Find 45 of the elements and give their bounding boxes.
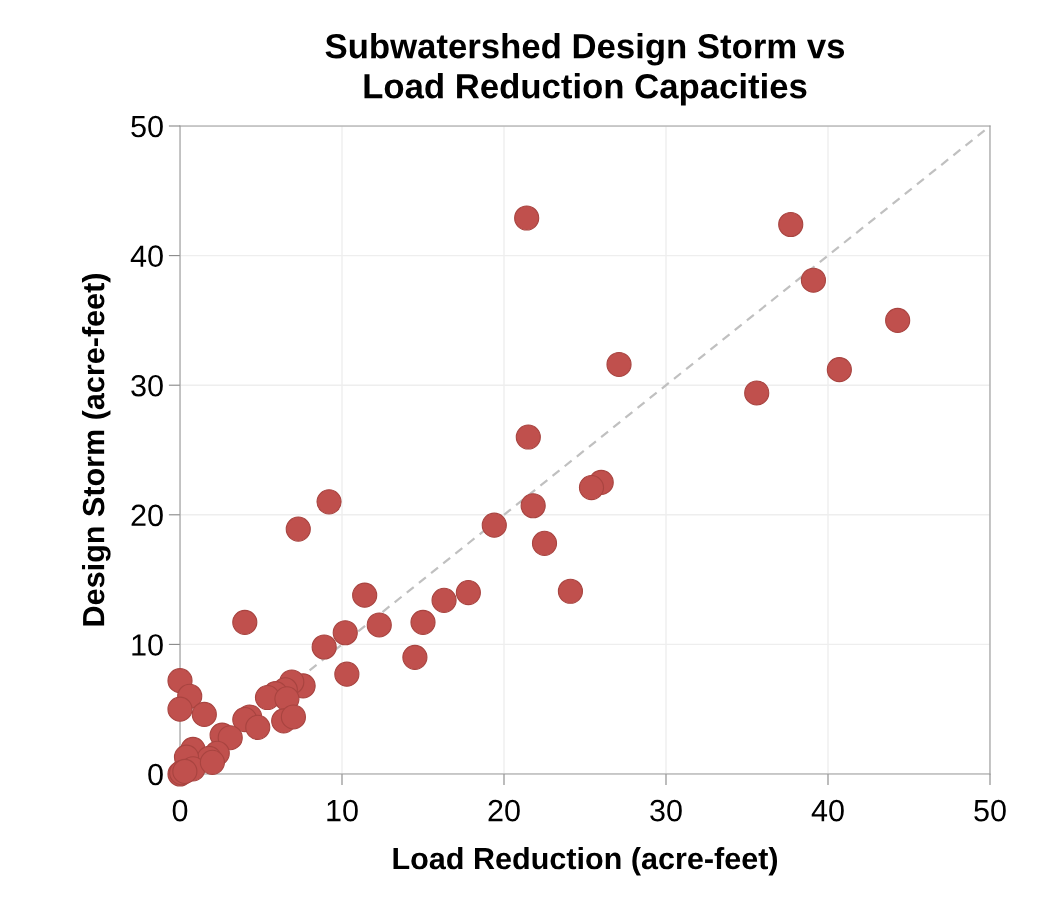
point xyxy=(332,620,358,646)
point xyxy=(744,380,770,406)
x-tick-label: 10 xyxy=(327,799,358,822)
point xyxy=(481,512,507,538)
point xyxy=(232,609,258,635)
point xyxy=(800,267,827,293)
point xyxy=(557,578,584,604)
y-tick-label: 50 xyxy=(131,115,163,138)
y-tick-label: 40 xyxy=(130,245,163,267)
point xyxy=(167,696,193,722)
point xyxy=(311,634,337,660)
point xyxy=(520,493,546,519)
point xyxy=(191,701,217,727)
y-axis-title: Design Storm (acre-feet) xyxy=(81,274,111,626)
point xyxy=(217,725,243,751)
x-tick-label: 30 xyxy=(650,799,682,822)
point xyxy=(352,582,378,608)
point xyxy=(778,211,804,238)
point xyxy=(334,661,360,687)
point xyxy=(431,587,457,613)
point xyxy=(606,351,632,378)
y-tick-label: 0 xyxy=(148,763,163,786)
point xyxy=(455,579,481,606)
point xyxy=(366,612,392,638)
x-tick-label: 0 xyxy=(172,799,188,822)
chart-title: Subwatershed Design Storm vs Load Reduction Capacities xyxy=(325,32,845,106)
x-tick-label: 20 xyxy=(488,799,520,822)
point xyxy=(885,307,911,333)
point xyxy=(578,475,605,501)
x-tick-label: 40 xyxy=(811,799,844,822)
point xyxy=(514,205,540,231)
point xyxy=(410,609,436,635)
point xyxy=(531,530,558,556)
x-axis-title: Load Reduction (acre-feet) xyxy=(393,846,778,876)
y-tick-label: 10 xyxy=(132,634,163,656)
y-tick-label: 30 xyxy=(131,374,163,397)
point xyxy=(280,704,306,730)
point xyxy=(402,644,428,670)
x-tick-label: 50 xyxy=(974,799,1006,822)
point xyxy=(245,714,271,740)
point xyxy=(316,489,342,515)
point xyxy=(285,516,311,542)
point xyxy=(826,357,852,383)
y-tick-label: 20 xyxy=(131,504,163,527)
point xyxy=(515,424,541,450)
